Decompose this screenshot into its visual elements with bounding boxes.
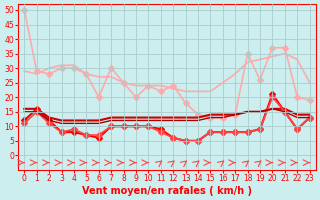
X-axis label: Vent moyen/en rafales ( km/h ): Vent moyen/en rafales ( km/h ) <box>82 186 252 196</box>
